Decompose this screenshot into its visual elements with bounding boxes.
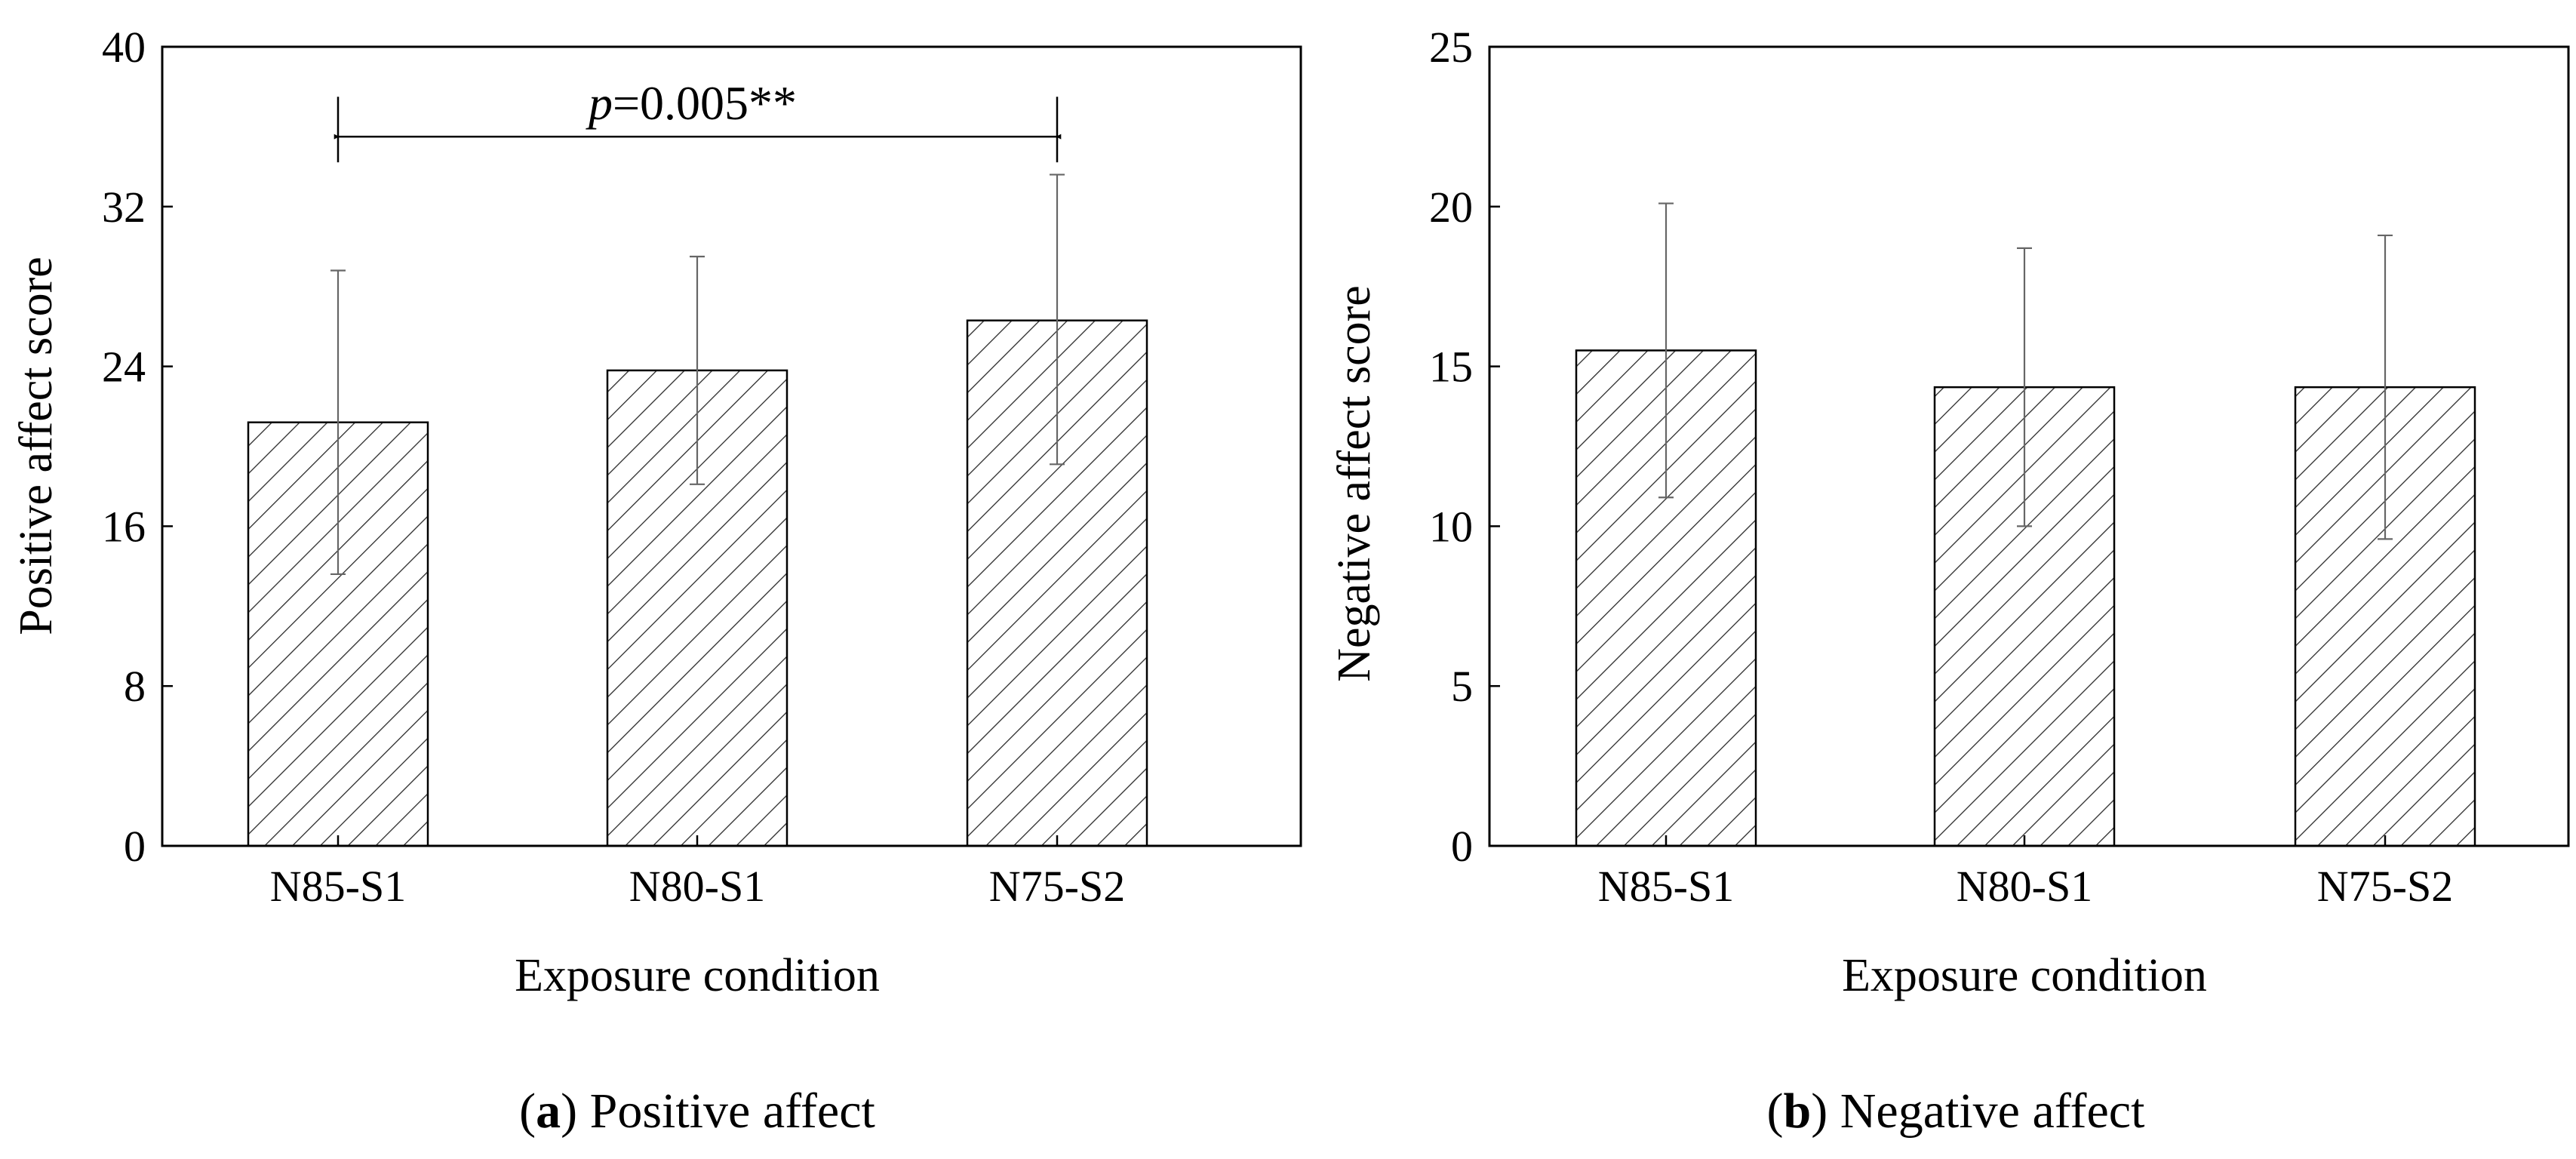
y-axis-ticks: 0 5 10 15 20 25 — [1429, 23, 1500, 871]
panel-caption-text: Positive affect — [590, 1084, 875, 1139]
x-tick-label: N75-S2 — [989, 862, 1125, 911]
x-axis-ticks: N85-S1 N80-S1 N75-S2 — [270, 835, 1125, 911]
y-tick-label: 16 — [102, 502, 146, 551]
significance-annotation: p=0.005** — [334, 76, 1062, 163]
x-tick-label: N80-S1 — [1957, 862, 2092, 911]
y-tick-label: 10 — [1429, 502, 1473, 551]
x-axis-ticks: N85-S1 N80-S1 N75-S2 — [1598, 835, 2453, 911]
y-tick-label: 25 — [1429, 23, 1473, 72]
x-tick-label: N80-S1 — [629, 862, 765, 911]
panel-caption: (a) Positive affect — [519, 1084, 875, 1139]
y-axis-label: Negative affect score — [1329, 285, 1380, 682]
x-axis-label: Exposure condition — [515, 950, 880, 1001]
y-tick-label: 24 — [102, 343, 146, 392]
plot-frame — [161, 45, 1302, 847]
bars — [1575, 349, 2476, 847]
panel-negative-affect: 0 5 10 15 20 25 N85-S1 N80-S1 N75-S2 Negative a… — [1329, 23, 2570, 1139]
y-tick-label: 8 — [124, 662, 146, 711]
x-tick-label: N85-S1 — [270, 862, 406, 911]
y-tick-label: 40 — [102, 23, 146, 72]
y-tick-label: 32 — [102, 183, 146, 232]
panel-caption: (b) Negative affect — [1767, 1084, 2145, 1139]
y-tick-label: 5 — [1451, 662, 1473, 711]
y-axis-ticks: 0 8 16 24 32 40 — [102, 23, 173, 871]
error-bars — [330, 174, 1065, 576]
y-tick-label: 0 — [124, 822, 146, 871]
p-symbol: p — [586, 76, 613, 130]
y-tick-label: 15 — [1429, 343, 1473, 392]
panel-caption-text: Negative affect — [1840, 1084, 2145, 1139]
y-axis-label: Positive affect score — [11, 257, 62, 635]
y-tick-label: 0 — [1451, 822, 1473, 871]
p-value: =0.005** — [613, 76, 797, 130]
plot-frame — [1488, 45, 2570, 847]
error-bars — [1658, 202, 2393, 540]
x-tick-label: N75-S2 — [2317, 862, 2453, 911]
p-value-label: p=0.005** — [586, 76, 797, 130]
panel-letter: b — [1784, 1084, 1812, 1139]
x-axis-label: Exposure condition — [1842, 950, 2207, 1001]
panel-letter: a — [536, 1084, 561, 1139]
x-tick-label: N85-S1 — [1598, 862, 1734, 911]
y-tick-label: 20 — [1429, 183, 1473, 232]
